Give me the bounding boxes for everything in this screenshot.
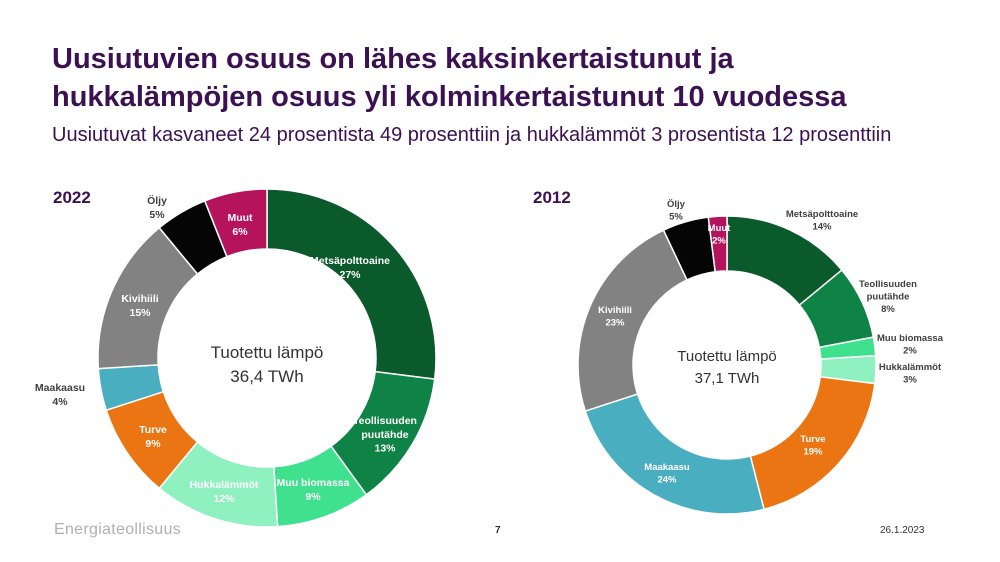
slice-value-label: 9% bbox=[145, 438, 161, 450]
page-number: 7 bbox=[495, 525, 501, 536]
slice-value-label: 13% bbox=[374, 443, 396, 455]
slice-label-maakaasu-2022: Maakaasu 4% bbox=[35, 382, 85, 408]
slice-label-kivihiili-2012: Kivihiili 23% bbox=[598, 305, 632, 329]
slice-label-muu-biomassa-2012: Muu biomassa 2% bbox=[877, 333, 944, 357]
slice-value-label: 2% bbox=[712, 236, 726, 247]
slice-label-muut-2012: Muut 2% bbox=[708, 223, 732, 247]
slice-value-label: 9% bbox=[305, 491, 321, 503]
slice-value-label: 23% bbox=[605, 318, 625, 329]
slice-label-oljy-2022: Öljy 5% bbox=[147, 194, 167, 221]
slice-label-turve-2022: Turve 9% bbox=[139, 424, 167, 450]
center-total-2022: 36,4 TWh bbox=[230, 367, 303, 386]
slice-label-hukkalammot-2012: Hukkalämmöt 3% bbox=[879, 362, 942, 386]
page-title: Uusiutuvien osuus on lähes kaksinkertais… bbox=[52, 40, 972, 116]
footer-date: 26.1.2023 bbox=[880, 525, 925, 536]
energiateollisuus-logo: Energiateollisuus bbox=[54, 521, 181, 538]
slice-value-label: 12% bbox=[213, 493, 235, 505]
slice-value-label: 19% bbox=[803, 447, 823, 458]
page-subtitle: Uusiutuvat kasvaneet 24 prosentista 49 p… bbox=[52, 124, 892, 146]
slice-value-label: 24% bbox=[657, 475, 677, 486]
slice-value-label: 3% bbox=[903, 375, 917, 386]
slice-muut-2022 bbox=[203, 188, 268, 258]
slice-value-label: 4% bbox=[52, 396, 68, 408]
slice-label-hukkalammot-2022: Hukkalämmöt 12% bbox=[190, 479, 259, 505]
slice-value-label: 8% bbox=[881, 304, 895, 315]
donut-chart-2022: Metsäpolttoaine 27% Teollisuuden puutähde 13… bbox=[35, 188, 437, 528]
year-label-2022: 2022 bbox=[53, 188, 91, 207]
slice-label-metsapolttoaine-2022: Metsäpolttoaine 27% bbox=[310, 255, 390, 281]
slice-label-turve-2012: Turve 19% bbox=[800, 434, 825, 458]
slice-label-teollisuuden-puutahde-2012: Teollisuuden puutähde 8% bbox=[859, 279, 917, 315]
slice-muut-2012 bbox=[707, 215, 728, 273]
title-line-2: hukkalämpöjen osuus yli kolminkertaistun… bbox=[52, 81, 847, 113]
slice-label-maakaasu-2012: Maakaasu 24% bbox=[644, 462, 690, 486]
slice-value-label: 14% bbox=[812, 222, 832, 233]
slice-label-muut-2022: Muut 6% bbox=[227, 212, 253, 238]
slice-maakaasu-2012 bbox=[584, 393, 765, 515]
slice-value-label: 2% bbox=[903, 346, 917, 357]
slice-label-metsapolttoaine-2012: Metsäpolttoaine 14% bbox=[786, 209, 858, 233]
slice-kivihiili-2012 bbox=[577, 229, 688, 412]
slice-value-label: 6% bbox=[232, 226, 248, 238]
slice-metsapolttoaine-2022 bbox=[266, 188, 437, 381]
slice-value-label: 27% bbox=[339, 269, 361, 281]
year-label-2012: 2012 bbox=[533, 188, 571, 207]
slice-value-label: 5% bbox=[149, 209, 165, 221]
slice-value-label: 15% bbox=[129, 307, 151, 319]
slice-label-oljy-2012: Öljy 5% bbox=[667, 199, 686, 223]
slice-value-label: 5% bbox=[669, 212, 683, 223]
center-label-2012: Tuotettu lämpö bbox=[677, 348, 777, 365]
center-label-2022: Tuotettu lämpö bbox=[211, 343, 324, 362]
slice-label-teollisuuden-puutahde-2022: Teollisuuden puutähde 13% bbox=[353, 415, 417, 455]
donut-chart-2012: Metsäpolttoaine 14% Teollisuuden puutähde 8%… bbox=[533, 188, 944, 515]
slice-label-kivihiili-2022: Kivihiili 15% bbox=[121, 293, 158, 319]
slice-label-muu-biomassa-2022: Muu biomassa 9% bbox=[277, 477, 350, 503]
center-total-2012: 37,1 TWh bbox=[695, 370, 760, 387]
title-line-1: Uusiutuvien osuus on lähes kaksinkertais… bbox=[52, 43, 734, 75]
